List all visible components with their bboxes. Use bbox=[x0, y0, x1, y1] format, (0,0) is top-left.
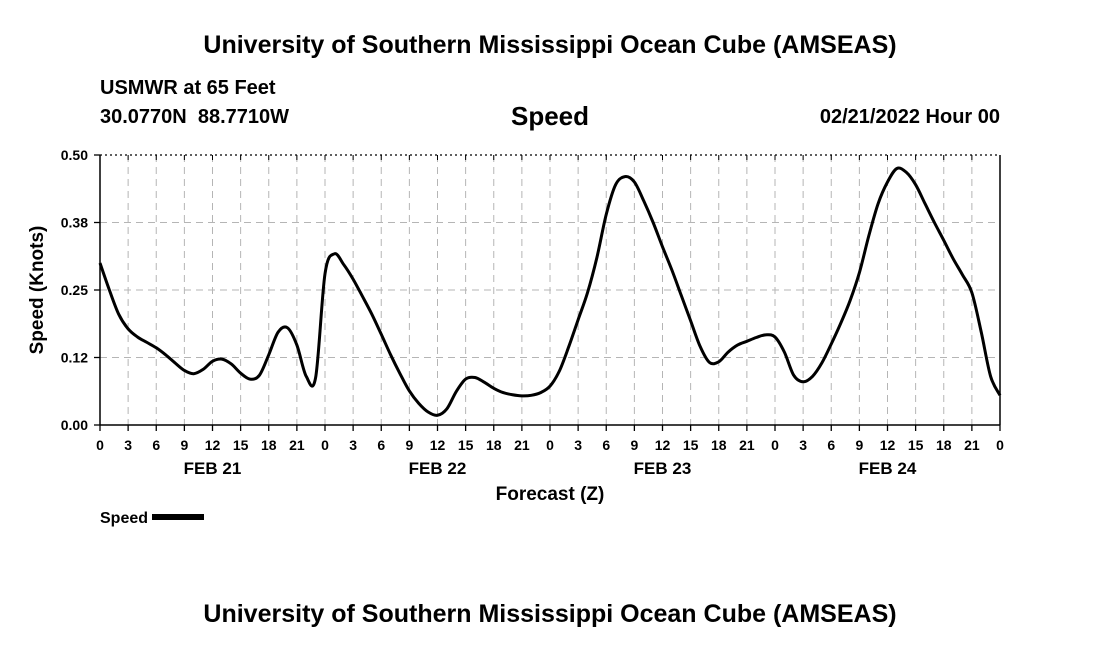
datetime-label: 02/21/2022 Hour 00 bbox=[819, 106, 1000, 128]
x-tick-label: 0 bbox=[96, 437, 104, 453]
x-tick-label: 18 bbox=[486, 437, 502, 453]
x-tick-label: 3 bbox=[799, 437, 807, 453]
x-tick-label: 6 bbox=[602, 437, 610, 453]
x-tick-label: 21 bbox=[289, 437, 305, 453]
y-tick-label: 0.00 bbox=[61, 417, 88, 433]
y-tick-label: 0.38 bbox=[61, 215, 88, 231]
x-tick-label: 6 bbox=[377, 437, 385, 453]
x-tick-label: 12 bbox=[655, 437, 671, 453]
x-tick-label: 15 bbox=[458, 437, 474, 453]
x-tick-label: 18 bbox=[261, 437, 277, 453]
x-tick-label: 12 bbox=[205, 437, 221, 453]
x-tick-label: 12 bbox=[430, 437, 446, 453]
coordinates-label: 30.0770N 88.7710W bbox=[100, 106, 290, 128]
series-line-speed bbox=[98, 166, 1002, 417]
day-label: FEB 23 bbox=[634, 459, 692, 478]
x-tick-label: 0 bbox=[771, 437, 779, 453]
y-tick-label: 0.50 bbox=[61, 147, 88, 163]
x-tick-label: 9 bbox=[180, 437, 188, 453]
day-label: FEB 22 bbox=[409, 459, 467, 478]
station-label: USMWR at 65 Feet bbox=[100, 77, 276, 99]
x-tick-label: 3 bbox=[349, 437, 357, 453]
x-tick-label: 21 bbox=[739, 437, 755, 453]
chart-subtitle: Speed bbox=[510, 101, 590, 131]
x-tick-label: 15 bbox=[908, 437, 924, 453]
x-tick-label: 9 bbox=[855, 437, 863, 453]
x-tick-label: 3 bbox=[124, 437, 132, 453]
legend-swatch bbox=[152, 513, 205, 520]
chart-title: University of Southern Mississippi Ocean… bbox=[203, 31, 897, 59]
x-tick-label: 12 bbox=[880, 437, 896, 453]
x-tick-label: 6 bbox=[152, 437, 160, 453]
x-tick-label: 9 bbox=[405, 437, 413, 453]
y-axis-title: Speed (Knots) bbox=[27, 226, 48, 355]
x-tick-label: 15 bbox=[683, 437, 699, 453]
x-tick-label: 9 bbox=[630, 437, 638, 453]
day-label: FEB 21 bbox=[184, 459, 242, 478]
x-tick-label: 0 bbox=[546, 437, 554, 453]
legend: Speed bbox=[100, 510, 205, 528]
x-tick-label: 6 bbox=[827, 437, 835, 453]
y-tick-label: 0.25 bbox=[61, 282, 88, 298]
y-tick-label: 0.12 bbox=[61, 350, 88, 366]
x-axis-title: Forecast (Z) bbox=[496, 484, 605, 505]
x-tick-label: 18 bbox=[936, 437, 952, 453]
footer-title: University of Southern Mississippi Ocean… bbox=[203, 600, 897, 628]
legend-label: Speed bbox=[100, 510, 149, 527]
x-tick-label: 0 bbox=[996, 437, 1004, 453]
day-label: FEB 24 bbox=[859, 459, 917, 478]
x-tick-label: 21 bbox=[964, 437, 980, 453]
x-tick-label: 18 bbox=[711, 437, 727, 453]
x-tick-label: 0 bbox=[321, 437, 329, 453]
x-tick-label: 21 bbox=[514, 437, 530, 453]
x-tick-label: 15 bbox=[233, 437, 249, 453]
x-tick-label: 3 bbox=[574, 437, 582, 453]
